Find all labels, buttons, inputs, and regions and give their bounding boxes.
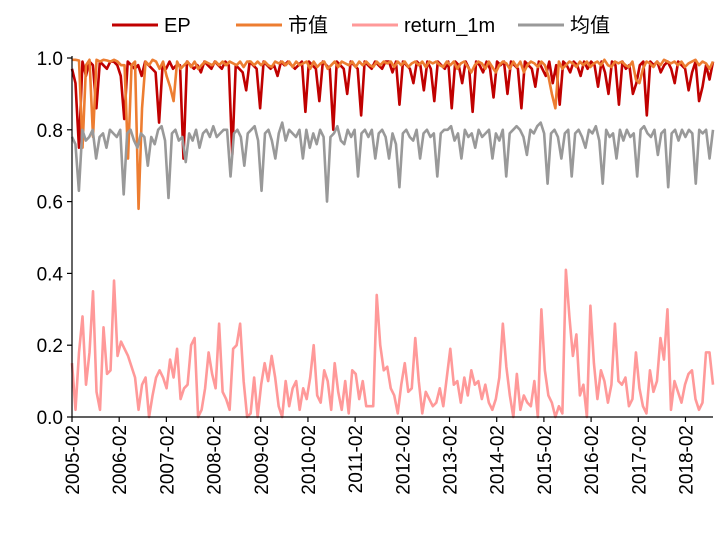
x-tick-label: 2007-02 xyxy=(157,425,178,495)
series-line-2 xyxy=(70,268,715,419)
legend-label-1: 市值 xyxy=(288,14,328,37)
y-tick-label: 0.0 xyxy=(37,408,63,429)
y-tick-label: 0.6 xyxy=(37,193,63,214)
x-tick-label: 2006-02 xyxy=(110,425,131,495)
series-line-3 xyxy=(70,121,715,203)
series-line-0 xyxy=(70,60,715,160)
chart-axes: 0.0 0.2 0.4 0.6 0.8 1.0 2005-02 2006-02 2007-02 2… xyxy=(37,49,713,495)
chart-legend: EP 市值 return_1m 均值 xyxy=(112,14,610,37)
x-tick-label: 2010-02 xyxy=(299,425,320,495)
x-tick-label: 2005-02 xyxy=(63,425,84,495)
y-tick-label: 0.4 xyxy=(37,264,64,285)
legend-label-0: EP xyxy=(164,15,191,37)
x-tick-label: 2012-02 xyxy=(393,425,414,495)
x-tick-label: 2017-02 xyxy=(629,425,650,495)
legend-label-3: 均值 xyxy=(570,14,610,37)
series-line-1 xyxy=(72,58,715,211)
x-tick-label: 2014-02 xyxy=(488,425,509,495)
y-tick-label: 0.2 xyxy=(37,336,63,357)
y-tick-label: 0.8 xyxy=(37,121,63,142)
x-tick-label: 2015-02 xyxy=(535,425,556,495)
series-layer xyxy=(70,58,715,419)
y-tick-label: 1.0 xyxy=(37,49,63,70)
x-tick-label: 2018-02 xyxy=(676,425,697,495)
legend-label-2: return_1m xyxy=(404,15,495,37)
x-tick-label: 2008-02 xyxy=(205,425,226,495)
x-tick-label: 2011-02 xyxy=(346,425,367,493)
x-tick-label: 2016-02 xyxy=(582,425,603,495)
x-tick-label: 2009-02 xyxy=(252,425,273,495)
x-tick-label: 2013-02 xyxy=(441,425,462,495)
